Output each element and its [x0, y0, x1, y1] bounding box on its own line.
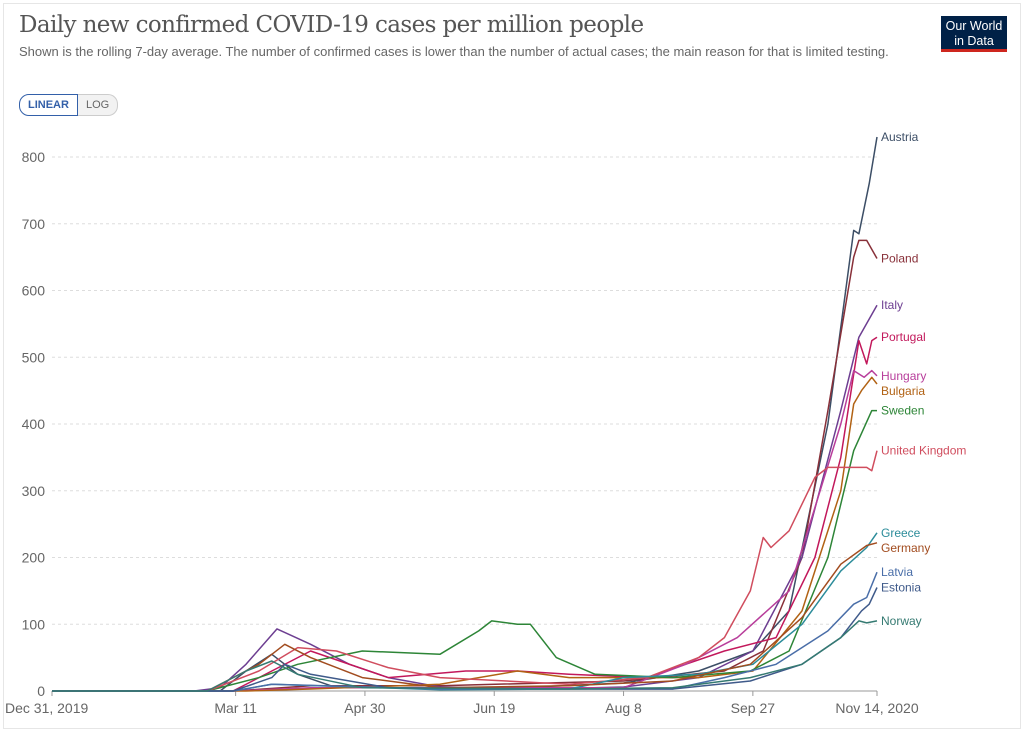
- series-line-germany: [52, 542, 878, 692]
- y-tick-label: 300: [22, 483, 46, 499]
- series-label-united-kingdom: United Kingdom: [881, 444, 966, 458]
- series-line-portugal: [52, 336, 878, 692]
- series-label-germany: Germany: [881, 541, 930, 555]
- series-label-latvia: Latvia: [881, 565, 913, 579]
- owid-logo[interactable]: Our World in Data: [941, 16, 1007, 52]
- series-label-sweden: Sweden: [881, 404, 924, 418]
- x-tick-label: Aug 8: [605, 700, 642, 716]
- series-line-latvia: [52, 571, 878, 692]
- y-tick-label: 0: [37, 683, 45, 699]
- series-label-hungary: Hungary: [881, 369, 926, 383]
- x-tick-label: Jun 19: [473, 700, 515, 716]
- y-tick-label: 700: [22, 216, 46, 232]
- scale-toggle: LINEAR LOG: [19, 94, 119, 116]
- linear-scale-button[interactable]: LINEAR: [19, 94, 78, 116]
- y-tick-label: 200: [22, 550, 46, 566]
- series-line-bulgaria: [52, 376, 878, 692]
- series-line-austria: [52, 136, 878, 692]
- y-tick-label: 100: [22, 616, 46, 632]
- series-line-sweden: [52, 409, 877, 692]
- series-line-united-kingdom: [52, 450, 878, 692]
- series-label-bulgaria: Bulgaria: [881, 384, 925, 398]
- series-label-austria: Austria: [881, 130, 919, 144]
- y-tick-label: 600: [22, 283, 46, 299]
- x-tick-label: Mar 11: [214, 700, 257, 716]
- y-tick-label: 500: [22, 349, 46, 365]
- x-tick-label: Sep 27: [731, 700, 776, 716]
- log-scale-button[interactable]: LOG: [77, 94, 119, 116]
- series-label-poland: Poland: [881, 251, 918, 265]
- series-label-portugal: Portugal: [881, 330, 926, 344]
- series-label-italy: Italy: [881, 298, 903, 312]
- x-tick-label: Apr 30: [344, 700, 385, 716]
- y-tick-label: 400: [22, 416, 46, 432]
- chart-subtitle: Shown is the rolling 7-day average. The …: [19, 44, 889, 59]
- x-tick-label: Nov 14, 2020: [835, 700, 918, 716]
- series-line-hungary: [52, 369, 878, 692]
- chart-title: Daily new confirmed COVID-19 cases per m…: [19, 12, 644, 38]
- series-label-estonia: Estonia: [881, 581, 921, 595]
- chart-frame: [3, 3, 1021, 729]
- series-line-norway: [52, 620, 878, 692]
- y-tick-label: 800: [22, 149, 46, 165]
- series-line-greece: [52, 532, 878, 692]
- series-label-greece: Greece: [881, 526, 921, 540]
- x-tick-label: Dec 31, 2019: [5, 700, 88, 716]
- series-label-norway: Norway: [881, 614, 922, 628]
- series-line-italy: [52, 304, 878, 692]
